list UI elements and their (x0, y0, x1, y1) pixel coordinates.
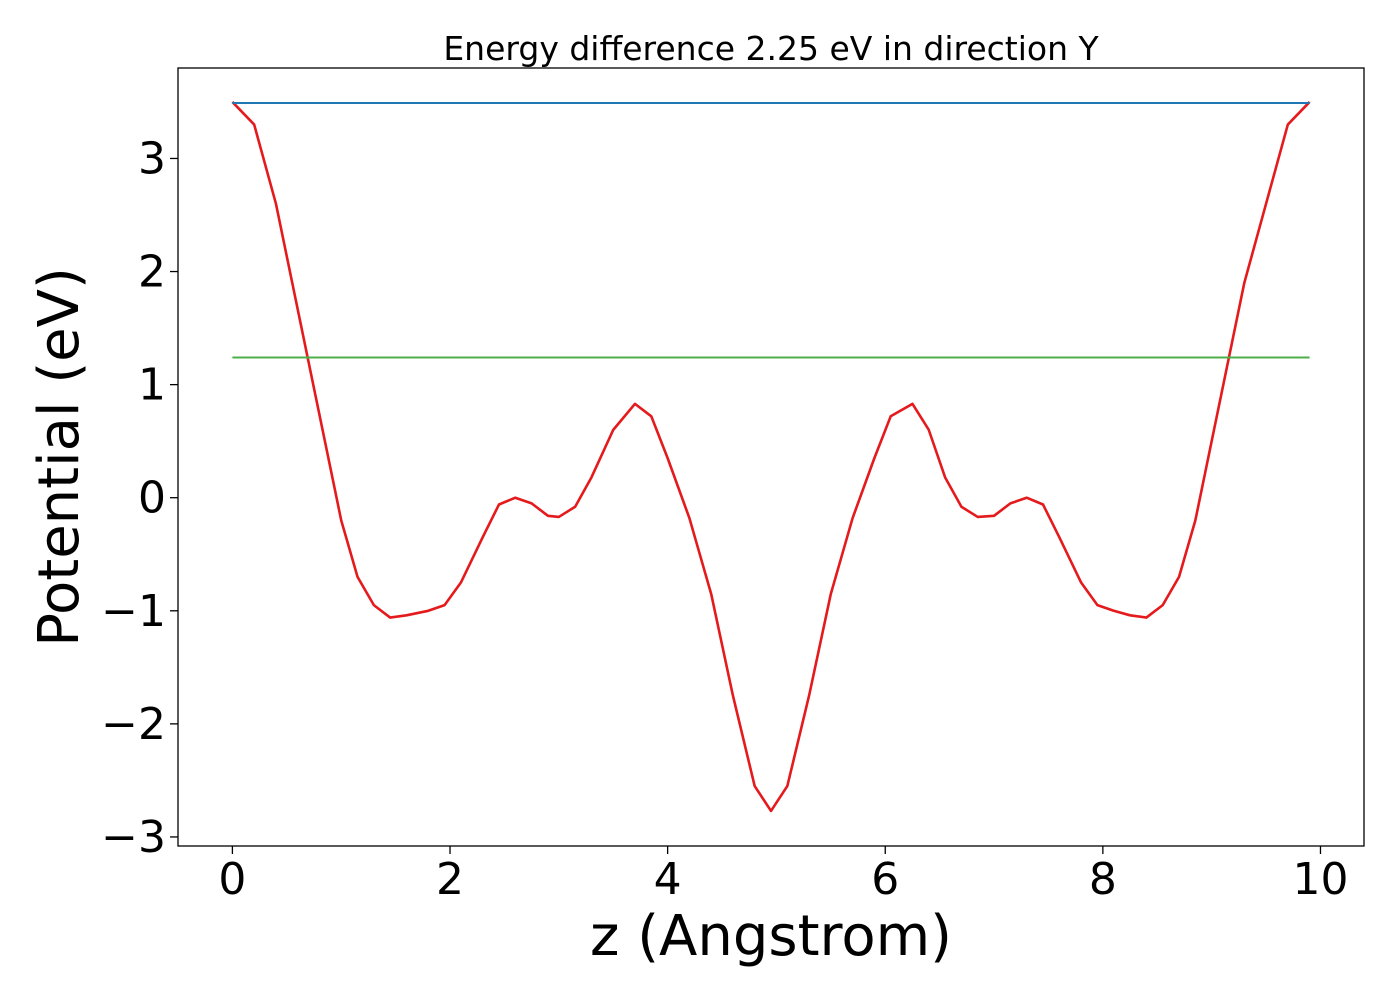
chart-title: Energy difference 2.25 eV in direction Y (443, 29, 1099, 68)
x-tick-label: 8 (1089, 854, 1117, 905)
y-tick-label: −2 (101, 699, 166, 750)
y-tick-label: 2 (138, 247, 166, 298)
x-tick-label: 2 (436, 854, 464, 905)
y-tick-label: 3 (138, 133, 166, 184)
plot-area (231, 101, 1311, 813)
potential-line (231, 101, 1311, 813)
y-tick-label: −3 (101, 812, 166, 863)
y-axis: −3 −2 −1 0 1 2 3 (101, 133, 178, 863)
x-tick-label: 0 (218, 854, 246, 905)
x-tick-label: 4 (654, 854, 682, 905)
y-tick-label: 1 (138, 360, 166, 411)
x-tick-label: 10 (1292, 854, 1348, 905)
x-axis: 0 2 4 6 8 10 (218, 846, 1348, 905)
y-tick-label: 0 (138, 473, 166, 524)
x-axis-label: z (Angstrom) (590, 904, 952, 969)
y-tick-label: −1 (101, 586, 166, 637)
x-tick-label: 6 (871, 854, 899, 905)
plot-frame (177, 67, 1365, 847)
y-axis-label: Potential (eV) (27, 267, 92, 647)
